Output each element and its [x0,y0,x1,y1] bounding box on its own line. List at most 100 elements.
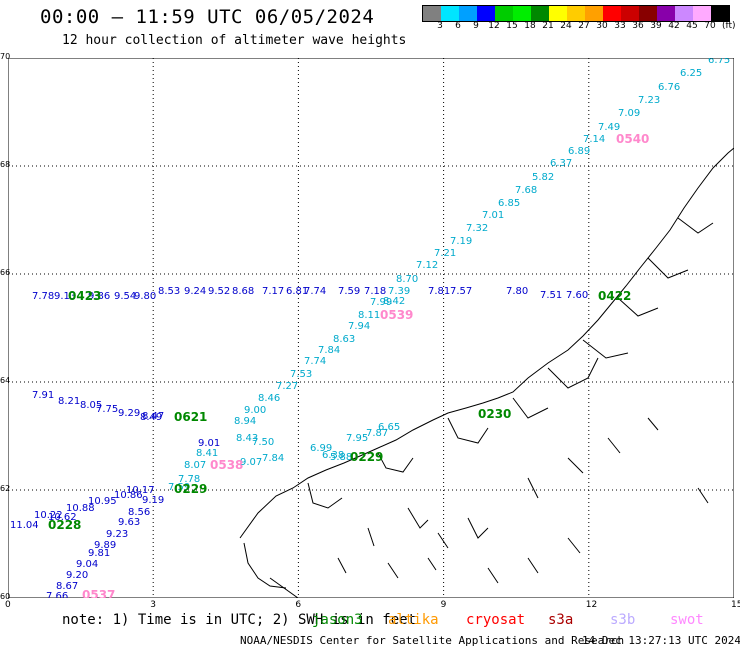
scale-label: 36 [632,21,644,31]
swh-value: 8.47 [142,411,164,422]
track-time-label: 0229 [174,482,207,496]
swh-value: 7.19 [450,236,472,247]
scale-swatch-10 [603,6,621,21]
scale-swatch-6 [531,6,549,21]
track-time-label: 0538 [210,458,243,472]
scale-swatch-16 [711,6,729,21]
swh-value: 9.86 [88,291,110,302]
swh-value: 10.22 [34,510,63,521]
track-time-label: 0228 [48,518,81,532]
coastline-segment [487,487,709,584]
swh-value: 7.91 [32,390,54,401]
swh-value: 7.66 [46,591,68,598]
swh-value: 7.60 [566,290,588,301]
swh-value: 9.52 [208,286,230,297]
y-tick: 70 [0,52,11,61]
swh-value: 7.18 [364,286,386,297]
swh-value: 7.23 [638,95,660,106]
swh-value: 6.37 [550,158,572,169]
swh-value: 10.95 [88,496,117,507]
y-tick: 62 [0,484,11,493]
swh-value: 7.27 [276,381,298,392]
swh-value: 7.49 [598,122,620,133]
swh-value: 6.65 [378,422,400,433]
swh-value: 9.89 [94,540,116,551]
swh-value: 8.43 [236,433,258,444]
swh-value: 7.75 [96,404,118,415]
swh-value: 7.94 [348,321,370,332]
swh-value: 7.59 [338,286,360,297]
coastline-segment [307,482,343,509]
swh-value: 7.84 [318,345,340,356]
swh-value: 9.20 [66,570,88,581]
x-tick: 3 [150,600,156,610]
track-time-label: 0229 [350,450,383,464]
coastline-segment [677,217,714,234]
swh-value: 9.24 [184,286,206,297]
swh-value: 7.12 [416,260,438,271]
track-time-label: 0230 [478,407,511,421]
swh-value: 9.01 [198,438,220,449]
swh-value: 6.25 [680,68,702,79]
x-tick: 15 [731,600,740,610]
swh-value: 7.53 [290,369,312,380]
swh-value: 8.42 [383,296,405,307]
scale-swatch-13 [657,6,675,21]
x-tick: 9 [440,600,447,610]
swh-value: 7.57 [450,286,472,297]
track-time-label: 0540 [616,132,649,146]
swh-value: 9.29 [118,408,140,419]
swh-value: 7.09 [618,108,640,119]
swh-value: 6.89 [568,146,590,157]
swh-value: 7.84 [262,453,284,464]
coastline-segment [243,542,287,589]
swh-value: 11.04 [10,520,39,531]
x-tick: 0 [5,600,11,610]
swh-value: 7.80 [506,286,528,297]
map-plot: 6.75 6.256.76 7.23 7.09 7.497.146.896.37 5.82… [8,58,734,598]
swh-value: 8.49 [140,412,162,423]
y-tick: 64 [0,376,11,385]
swh-value: 5.88 [330,452,352,463]
coastline-segment [647,257,689,279]
scale-swatch-15 [693,6,711,21]
swh-value: 7.95 [346,433,368,444]
scale-swatch-0 [423,6,441,21]
swh-value: 9.81 [88,548,110,559]
swh-value: 7.51 [540,290,562,301]
footer-note: note: 1) Time is in UTC; 2) SWH is in fe… [62,612,417,628]
scale-label: 45 [686,21,698,31]
scale-label: 33 [614,21,626,31]
swh-value: 7.14 [583,134,605,145]
scale-label: 70 [704,21,716,31]
legend-s3a: s3a [548,612,574,628]
scale-label: 6 [455,21,461,31]
y-tick: 66 [0,268,11,277]
scale-swatch-14 [675,6,693,21]
swh-value: 9.19 [142,495,164,506]
swh-value: 10.86 [114,490,143,501]
swh-value: 7.68 [515,185,537,196]
swh-value: 6.85 [498,198,520,209]
swh-value: 6.38 [322,450,344,461]
color-scale-bar [422,5,730,22]
swh-value: 6.76 [658,82,680,93]
swh-value: 8.07 [184,460,206,471]
x-tick: 12 [585,600,598,610]
swh-value: 10.88 [66,503,95,514]
swh-value: 9.00 [244,405,266,416]
swh-value: 9.07 [240,457,262,468]
scale-swatch-9 [585,6,603,21]
y-tick: 68 [0,160,11,169]
swh-value: 8.21 [58,396,80,407]
swh-value: 10.62 [48,512,77,523]
swh-value: 10.17 [126,485,155,496]
swh-value: 7.21 [434,248,456,259]
coastline-segment [377,452,414,473]
coastline-segment [527,417,659,499]
scale-label: 18 [524,21,536,31]
track-time-label: 0621 [174,410,207,424]
swh-value: 8.63 [333,334,355,345]
scale-swatch-1 [441,6,459,21]
swh-value: 8.70 [396,274,418,285]
